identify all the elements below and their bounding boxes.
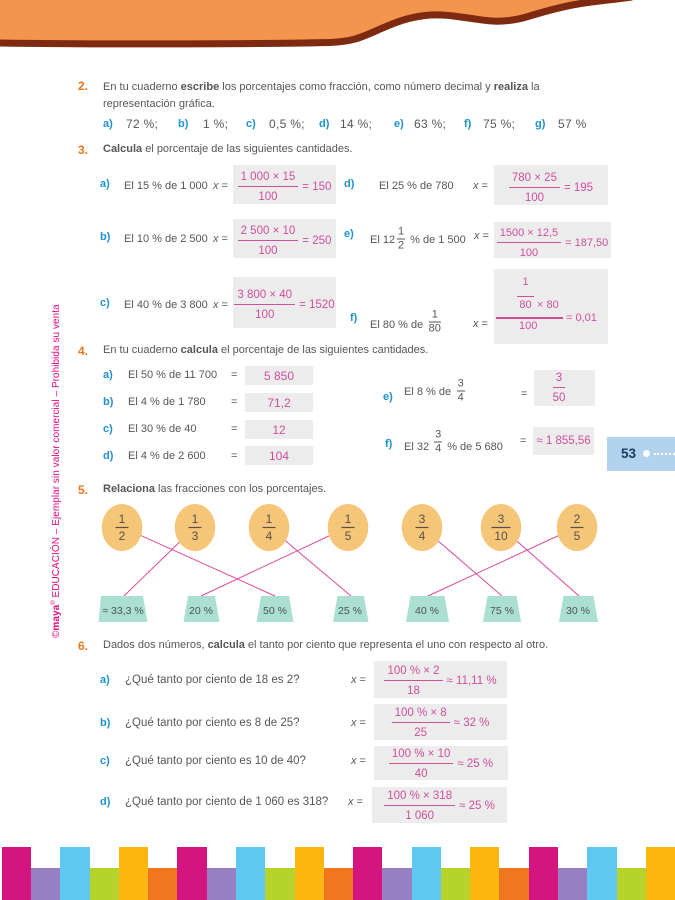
svg-text:30 %: 30 %	[566, 605, 590, 617]
svg-text:≈ 33,3 %: ≈ 33,3 %	[102, 605, 143, 617]
svg-text:1: 1	[266, 512, 273, 526]
svg-text:40 %: 40 %	[415, 605, 439, 617]
svg-text:5: 5	[574, 529, 581, 543]
svg-text:75 %: 75 %	[490, 605, 514, 617]
svg-text:25 %: 25 %	[338, 605, 362, 617]
svg-text:1: 1	[192, 512, 199, 526]
svg-text:4: 4	[419, 529, 426, 543]
svg-text:10: 10	[494, 529, 508, 543]
svg-text:2: 2	[574, 512, 581, 526]
svg-text:5: 5	[345, 529, 352, 543]
svg-text:50 %: 50 %	[263, 605, 287, 617]
svg-text:3: 3	[419, 512, 426, 526]
svg-text:2: 2	[119, 529, 126, 543]
svg-text:4: 4	[266, 529, 273, 543]
svg-text:20 %: 20 %	[189, 605, 213, 617]
svg-text:1: 1	[119, 512, 126, 526]
svg-text:3: 3	[498, 512, 505, 526]
svg-text:1: 1	[345, 512, 352, 526]
svg-text:3: 3	[192, 529, 199, 543]
